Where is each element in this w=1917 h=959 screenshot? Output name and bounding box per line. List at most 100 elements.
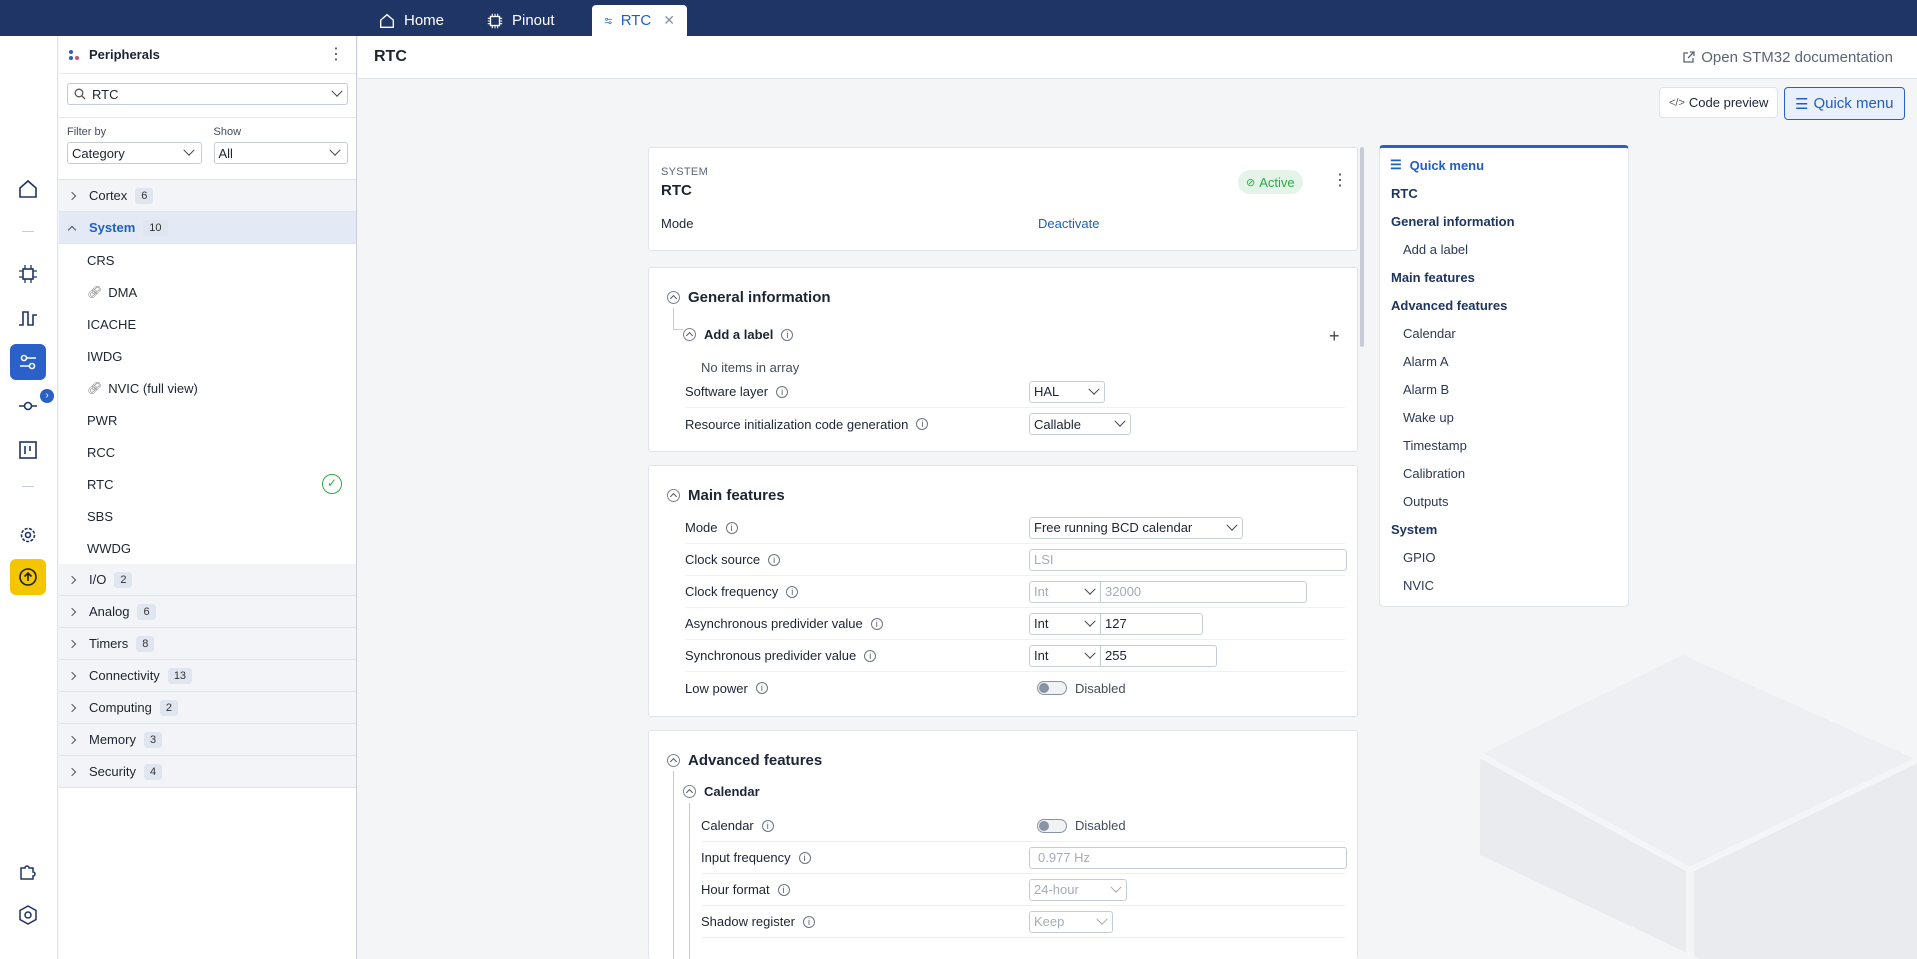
documentation-link[interactable]: Open STM32 documentation (1682, 49, 1893, 66)
board-icon[interactable] (10, 432, 46, 468)
list-item-rtc[interactable]: RTC ✓ (59, 468, 356, 500)
collapse-icon[interactable] (667, 754, 680, 767)
collapse-icon[interactable] (667, 291, 680, 304)
chip-icon[interactable] (10, 256, 46, 292)
collapse-icon[interactable] (683, 328, 696, 341)
extension-icon[interactable] (10, 853, 46, 889)
search-input[interactable]: RTC (67, 83, 348, 105)
quick-menu-item[interactable]: General information (1391, 214, 1515, 229)
settings-icon[interactable] (10, 517, 46, 553)
peripheral-config-icon[interactable] (10, 344, 46, 380)
clock-tree-icon[interactable] (10, 300, 46, 336)
info-icon[interactable]: i (786, 586, 798, 598)
chevron-right-icon (68, 191, 76, 199)
quick-menu-item[interactable]: Alarm B (1403, 382, 1449, 397)
category-memory[interactable]: Memory 3 (59, 724, 356, 756)
quick-menu-item[interactable]: Wake up (1403, 410, 1454, 425)
collapse-icon[interactable] (683, 785, 696, 798)
list-item[interactable]: CRS (59, 244, 356, 276)
resource-init-select[interactable]: Callable (1029, 413, 1131, 435)
category-name: I/O (89, 572, 106, 587)
quick-menu-item[interactable]: Alarm A (1403, 354, 1449, 369)
async-predivider-input[interactable]: 127 (1101, 613, 1203, 635)
add-label-header[interactable]: Add a label i (683, 327, 793, 342)
quick-menu-item[interactable]: GPIO (1403, 550, 1436, 565)
scrollbar[interactable] (1360, 147, 1364, 347)
quick-menu-item[interactable]: RTC (1391, 186, 1418, 201)
type-select[interactable]: Int (1029, 645, 1101, 667)
info-icon[interactable]: i (916, 418, 928, 430)
filter-by-select[interactable]: Category (67, 142, 202, 164)
quick-menu-item[interactable]: Advanced features (1391, 298, 1507, 313)
quick-menu-item[interactable]: Add a label (1403, 242, 1468, 257)
list-item[interactable]: ICACHE (59, 308, 356, 340)
category-name: Computing (89, 700, 152, 715)
tab-pinout[interactable]: Pinout (474, 5, 567, 36)
item-label: IWDG (87, 349, 122, 364)
calendar-toggle[interactable] (1037, 819, 1067, 833)
list-item[interactable]: RCC (59, 436, 356, 468)
section-header[interactable]: Advanced features (667, 752, 822, 769)
show-select[interactable]: All (214, 142, 349, 164)
info-icon[interactable]: i (762, 820, 774, 832)
category-cortex[interactable]: Cortex 6 (59, 180, 356, 212)
info-icon[interactable]: i (756, 682, 768, 694)
list-item[interactable]: 🔗︎ NVIC (full view) (59, 372, 356, 404)
middleware-icon[interactable] (10, 388, 46, 424)
section-header[interactable]: Main features (667, 487, 785, 504)
quick-menu-button[interactable]: ☰ Quick menu (1784, 87, 1905, 120)
software-layer-select[interactable]: HAL (1029, 381, 1105, 403)
mode-row: Mode i Free running BCD calendar (685, 512, 1345, 544)
list-item[interactable]: PWR (59, 404, 356, 436)
code-preview-button[interactable]: </> Code preview (1659, 87, 1778, 118)
quick-menu-item[interactable]: Main features (1391, 270, 1475, 285)
more-options-icon[interactable]: ⋮ (1332, 170, 1348, 190)
section-header[interactable]: General information (667, 289, 831, 306)
calendar-subsection-header[interactable]: Calendar (683, 784, 760, 799)
home-icon[interactable] (10, 171, 46, 207)
list-item[interactable]: WWDG (59, 532, 356, 564)
info-icon[interactable]: i (803, 916, 815, 928)
low-power-toggle[interactable] (1037, 681, 1067, 695)
info-icon[interactable]: i (799, 852, 811, 864)
upload-icon[interactable] (10, 559, 46, 595)
category-io[interactable]: I/O 2 (59, 564, 356, 596)
list-item[interactable]: IWDG (59, 340, 356, 372)
category-name: Connectivity (89, 668, 160, 683)
more-options-icon[interactable]: ⋮ (328, 47, 344, 63)
close-icon[interactable]: ✕ (663, 12, 675, 29)
list-item[interactable]: 🔗︎ DMA (59, 276, 356, 308)
quick-menu-item[interactable]: System (1391, 522, 1437, 537)
info-icon[interactable]: i (778, 884, 790, 896)
preferences-icon[interactable] (10, 897, 46, 933)
add-icon[interactable]: + (1329, 326, 1340, 347)
info-icon[interactable]: i (768, 554, 780, 566)
info-icon[interactable]: i (776, 386, 788, 398)
mode-select[interactable]: Free running BCD calendar (1029, 517, 1243, 539)
category-connectivity[interactable]: Connectivity 13 (59, 660, 356, 692)
chevron-down-icon (1226, 519, 1237, 530)
info-icon[interactable]: i (726, 522, 738, 534)
quick-menu-item[interactable]: Calibration (1403, 466, 1465, 481)
tab-rtc[interactable]: RTC ✕ (592, 5, 687, 36)
category-computing[interactable]: Computing 2 (59, 692, 356, 724)
category-system[interactable]: System 10 (59, 212, 356, 244)
code-preview-label: Code preview (1689, 95, 1769, 110)
sync-predivider-input[interactable]: 255 (1101, 645, 1217, 667)
type-select[interactable]: Int (1029, 613, 1101, 635)
category-timers[interactable]: Timers 8 (59, 628, 356, 660)
quick-menu-item[interactable]: Calendar (1403, 326, 1456, 341)
list-item[interactable]: SBS (59, 500, 356, 532)
info-icon[interactable]: i (781, 329, 793, 341)
quick-menu-item[interactable]: Timestamp (1403, 438, 1467, 453)
category-security[interactable]: Security 4 (59, 756, 356, 788)
quick-menu-item[interactable]: NVIC (1403, 578, 1434, 593)
collapse-icon[interactable] (667, 489, 680, 502)
info-icon[interactable]: i (864, 650, 876, 662)
category-analog[interactable]: Analog 6 (59, 596, 356, 628)
deactivate-link[interactable]: Deactivate (1038, 216, 1099, 231)
info-icon[interactable]: i (871, 618, 883, 630)
chevron-down-icon[interactable] (331, 86, 342, 97)
quick-menu-item[interactable]: Outputs (1403, 494, 1449, 509)
tab-home[interactable]: Home (366, 5, 456, 36)
